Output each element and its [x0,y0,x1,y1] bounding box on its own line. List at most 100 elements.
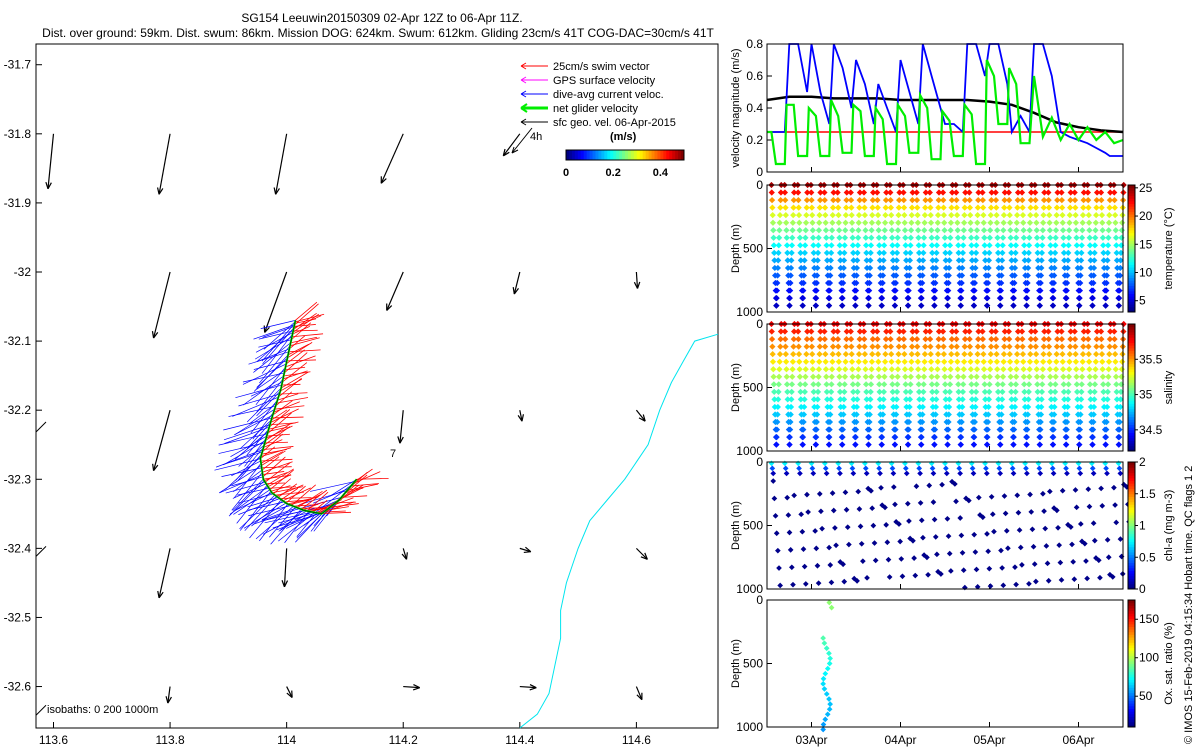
profile-marker [862,366,869,373]
profile-marker [862,234,869,241]
profile-marker [980,358,987,365]
profile-colorbar-segment [1128,293,1135,297]
speed-colorbar-segment [577,150,582,160]
swim-vector [268,486,297,489]
profile-marker [997,441,1004,448]
profile-marker [791,492,797,499]
profile-marker [1089,302,1096,309]
profile-marker [815,373,822,380]
swim-vector [294,324,316,327]
profile-marker [983,441,991,448]
profile-marker [866,403,874,411]
profile-marker [967,351,974,358]
profile-marker [863,470,870,477]
profile-colorbar-segment [1128,403,1135,407]
profile-marker [848,219,856,226]
profile-marker [1098,196,1105,204]
profile-marker [932,264,940,272]
profile-marker [796,219,803,226]
profile-marker [1079,351,1087,358]
profile-marker [1045,196,1052,204]
profile-marker [893,396,900,403]
dac-vector [278,511,311,532]
profile-marker [828,381,835,388]
profile-marker [1118,227,1125,234]
coastline-line [519,333,719,729]
profile-marker [1076,465,1083,472]
profile-marker [789,234,796,241]
profile-marker [789,564,795,571]
profile-marker [1073,504,1080,511]
profile-marker [1080,196,1087,204]
profile-marker [849,373,856,380]
dac-vector [256,348,290,362]
profile-marker [782,343,789,350]
profile-marker [828,242,835,249]
profile-marker [790,212,797,219]
profile-marker [1042,525,1049,532]
profile-marker [894,242,901,249]
profile-marker [840,272,847,279]
profile-marker [1113,396,1121,403]
profile-marker [821,640,828,647]
dac-vector [259,345,291,384]
dac-vector [252,411,274,440]
speed-colorbar-segment [633,150,638,160]
profile-marker [892,426,899,433]
profile-colorbar-segment [1128,413,1135,418]
profile-marker [922,335,929,343]
profile-marker [1010,287,1018,294]
profile-marker [777,328,785,335]
profile-marker [1059,212,1066,219]
profile-marker [939,481,945,488]
profile-marker [887,196,894,204]
profile-marker [1065,249,1072,256]
dac-vector [256,390,281,417]
profile-marker [1005,328,1012,335]
profile-marker [834,328,841,335]
profile-marker [926,189,933,196]
profile-marker [829,490,836,496]
profile-marker [940,343,947,350]
profile-marker [1085,219,1093,226]
profile-marker [1046,219,1053,226]
profile-marker [1118,373,1125,380]
profile-marker [980,343,987,350]
profile-marker [878,484,884,491]
profile-marker [931,294,938,302]
profile-marker [813,272,821,279]
profile-marker [1111,204,1118,211]
profile-marker [1032,328,1039,335]
profile-marker [809,358,816,365]
sfc-vector-head [273,187,280,195]
profile-colorbar-segment [1128,668,1135,672]
speed-colorbar-segment [675,150,679,160]
profile-marker [816,358,823,365]
swim-vector [277,483,298,498]
vel-ytick-label: 0.2 [746,133,763,147]
profile-marker [1105,358,1113,365]
profile-marker [803,335,811,343]
profile-marker [854,396,861,403]
profile-marker [1047,388,1054,395]
swim-vector [295,494,321,508]
profile-marker [1051,411,1058,418]
profile-marker [947,373,954,380]
profile-marker [1093,555,1099,561]
profile-marker [945,426,952,433]
profile-colorbar-tick-label: 0 [1139,582,1146,596]
profile-marker [1030,543,1037,550]
sfc-vector [152,410,171,471]
profile-marker [855,351,863,358]
profile-marker [852,294,859,302]
profile-marker [940,212,948,219]
profile-marker [826,650,832,657]
profile-marker [932,272,939,279]
profile-marker [907,234,914,241]
profile-marker [881,358,889,365]
profile-marker [958,287,965,294]
profile-marker [1098,204,1105,211]
profile-marker [808,460,815,467]
profile-marker [906,411,913,418]
profile-marker [914,204,921,211]
